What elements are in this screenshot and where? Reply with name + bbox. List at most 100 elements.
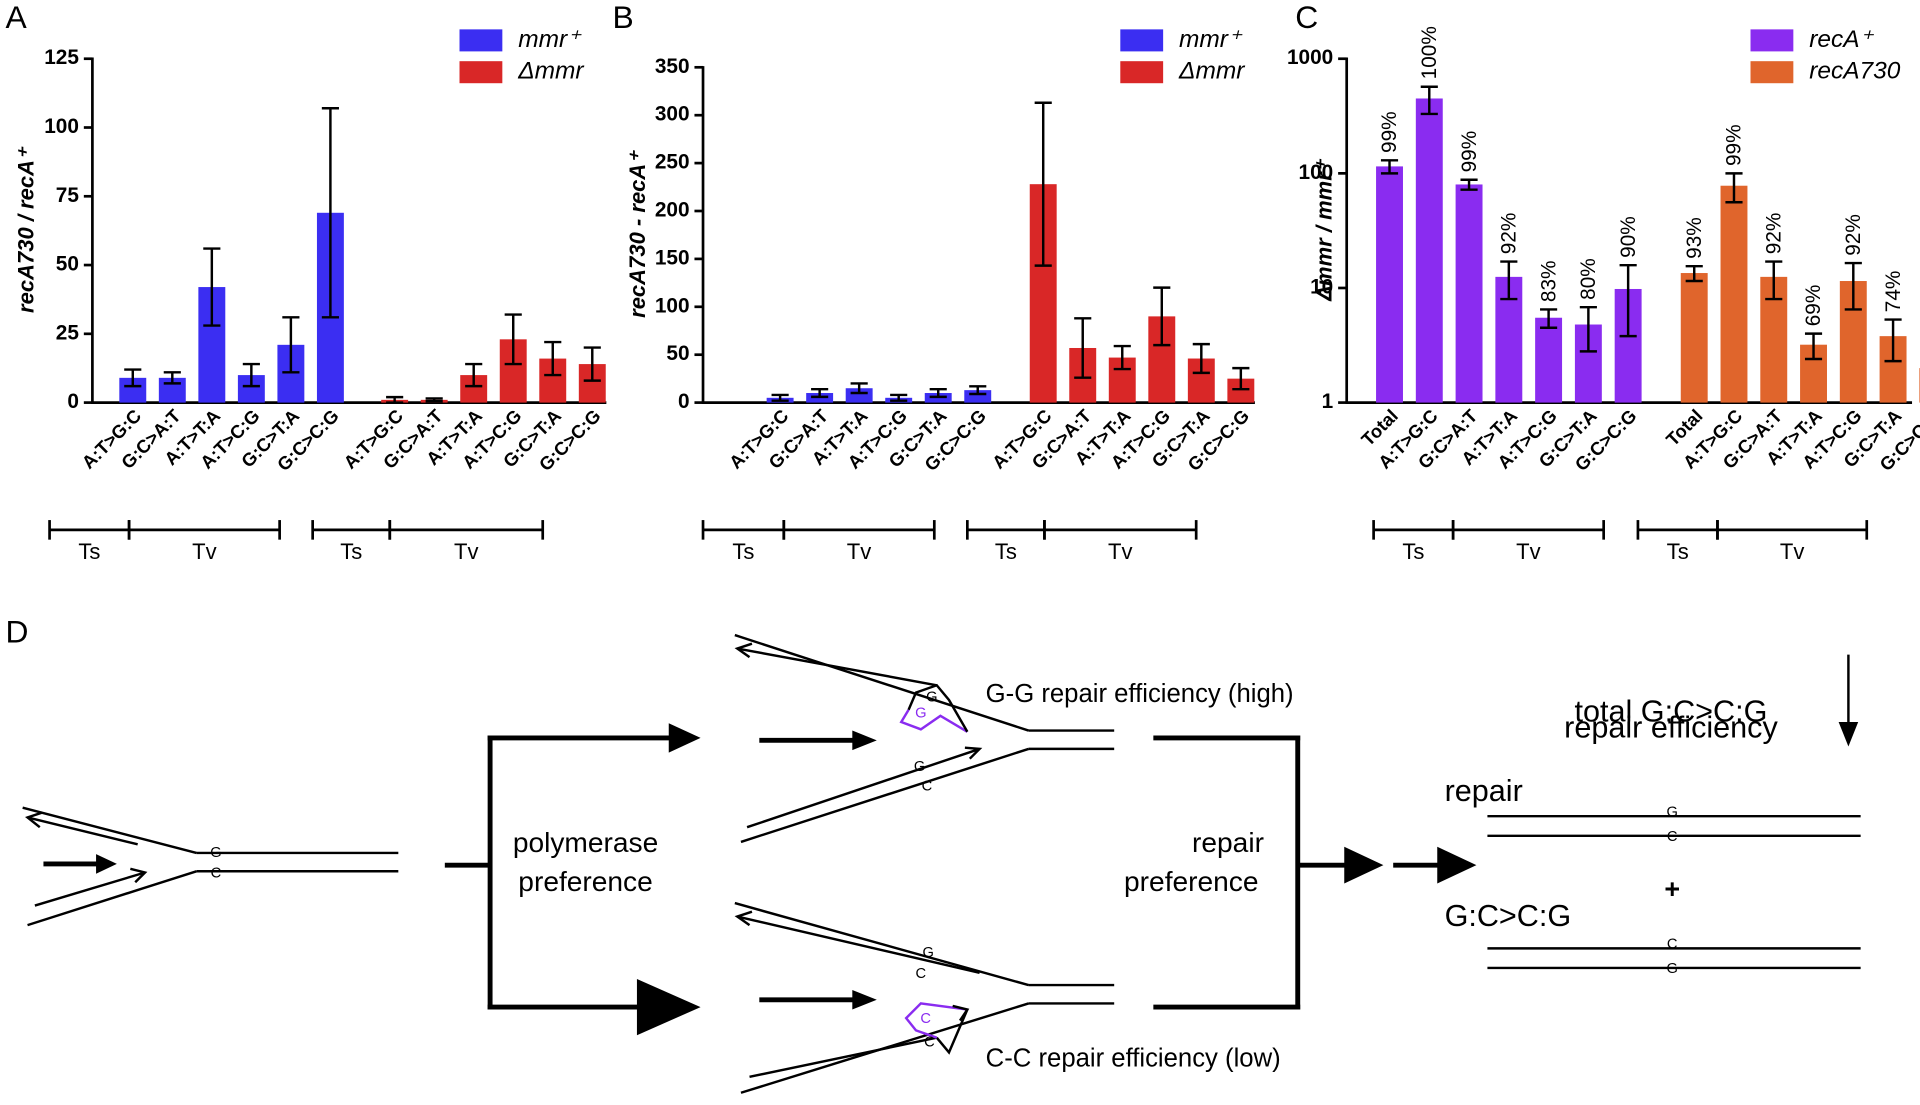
- base: C: [916, 966, 927, 982]
- bar: [1227, 378, 1255, 403]
- step-label: repair: [1192, 827, 1264, 858]
- annotation: 100%: [1418, 26, 1441, 79]
- y-tick-label: 0: [67, 390, 79, 413]
- y-tick-label: 200: [655, 199, 690, 222]
- legend-swatch: [1120, 61, 1164, 84]
- y-tick-label: 1000: [1287, 46, 1333, 69]
- annotation: 92%: [1842, 214, 1865, 256]
- summary: total G:C>C:G: [1575, 694, 1768, 728]
- annotation: 93%: [1683, 217, 1706, 259]
- y-axis-label: Δmmr / mmr⁺: [1312, 158, 1337, 302]
- outcome-label: repair: [1445, 774, 1523, 808]
- step-label: preference: [1124, 866, 1258, 897]
- group-label: Tv: [454, 539, 478, 564]
- bar: [1535, 317, 1563, 403]
- y-axis-label: recA730 - recA⁺: [625, 150, 650, 318]
- y-tick-label: 350: [655, 55, 690, 78]
- annotation: 90%: [1617, 216, 1640, 258]
- fork-label: G-G repair efficiency (high): [986, 680, 1294, 708]
- panel-label: D: [6, 613, 29, 649]
- legend-label: recA⁺: [1809, 26, 1874, 53]
- legend-swatch: [1750, 61, 1794, 84]
- y-tick-label: 100: [655, 294, 690, 317]
- annotation: 92%: [1762, 213, 1785, 255]
- base: C: [1667, 829, 1678, 845]
- annotation: 83%: [1537, 260, 1560, 302]
- base: C: [924, 1034, 935, 1050]
- legend-label: mmr⁺: [518, 26, 582, 53]
- y-axis-label: recA730 / recA⁺: [13, 146, 38, 313]
- base: G: [922, 945, 933, 961]
- annotation: 92%: [1498, 213, 1521, 255]
- bar: [1376, 166, 1403, 403]
- left-fork: G C: [22, 806, 399, 927]
- bar: [1415, 98, 1443, 403]
- y-tick-label: 100: [1299, 161, 1334, 184]
- y-tick-label: 75: [56, 184, 79, 207]
- y-tick-label: 250: [655, 151, 690, 174]
- group-label: Tv: [192, 539, 216, 564]
- group-label: Tv: [1516, 539, 1540, 564]
- base: G: [914, 759, 925, 775]
- outcome-label: G:C>C:G: [1445, 899, 1572, 933]
- bottom-fork: G C C C C-C repair efficiency (low): [734, 901, 1281, 1094]
- base: C: [920, 1011, 931, 1027]
- annotation: 80%: [1577, 258, 1600, 300]
- base: G: [926, 689, 937, 705]
- base: G: [915, 705, 926, 721]
- step-label: preference: [518, 866, 652, 897]
- step-label: polymerase: [513, 827, 658, 858]
- group-label: Ts: [1667, 539, 1689, 564]
- y-tick-label: 300: [655, 103, 690, 126]
- top-fork: G G G C G-G repair efficiency (high): [734, 633, 1294, 844]
- repair-branch: repair preference: [1124, 735, 1477, 1010]
- group-label: Tv: [1780, 539, 1804, 564]
- base: C: [211, 866, 222, 882]
- panel-label: A: [6, 0, 28, 35]
- fork-label: C-C repair efficiency (low): [986, 1045, 1281, 1073]
- diagram: D G C polymerase preference: [6, 613, 1861, 1094]
- base: C: [922, 779, 933, 795]
- legend-label: Δmmr: [1178, 58, 1245, 85]
- legend-label: recA730: [1809, 58, 1901, 85]
- group-label: Ts: [78, 539, 100, 564]
- y-tick-label: 50: [56, 253, 79, 276]
- y-tick-label: 25: [56, 321, 79, 344]
- y-tick-label: 0: [678, 390, 690, 413]
- bar: [1720, 185, 1748, 403]
- legend-swatch: [459, 29, 503, 52]
- annotation: 99%: [1458, 131, 1481, 173]
- annotation: 99%: [1378, 111, 1401, 153]
- annotation: 69%: [1802, 285, 1825, 327]
- legend-label: mmr⁺: [1179, 26, 1243, 53]
- plus: +: [1664, 874, 1680, 904]
- y-tick-label: 125: [44, 46, 79, 69]
- annotation: 99%: [1723, 124, 1746, 166]
- group-label: Ts: [1402, 539, 1424, 564]
- summary: repair efficiency: [1564, 710, 1778, 744]
- legend-label: Δmmr: [517, 58, 584, 85]
- base: C: [1667, 937, 1678, 953]
- y-tick-label: 10: [1310, 275, 1333, 298]
- y-tick-label: 100: [44, 115, 79, 138]
- group-label: Tv: [847, 539, 871, 564]
- y-tick-label: 1: [1322, 390, 1334, 413]
- base: G: [1666, 804, 1677, 820]
- group-label: Ts: [340, 539, 362, 564]
- annotation: 74%: [1882, 271, 1905, 313]
- polymerase-branch: polymerase preference: [444, 723, 701, 1036]
- legend-swatch: [459, 61, 503, 84]
- panel-label: C: [1295, 0, 1318, 35]
- legend-swatch: [1120, 29, 1164, 52]
- outcome: total G:C>C:G repair efficiency repair G…: [1445, 654, 1861, 977]
- group-label: Ts: [995, 539, 1017, 564]
- bar: [1680, 273, 1708, 403]
- y-tick-label: 50: [666, 342, 689, 365]
- group-label: Tv: [1108, 539, 1132, 564]
- panel-label: B: [612, 0, 633, 35]
